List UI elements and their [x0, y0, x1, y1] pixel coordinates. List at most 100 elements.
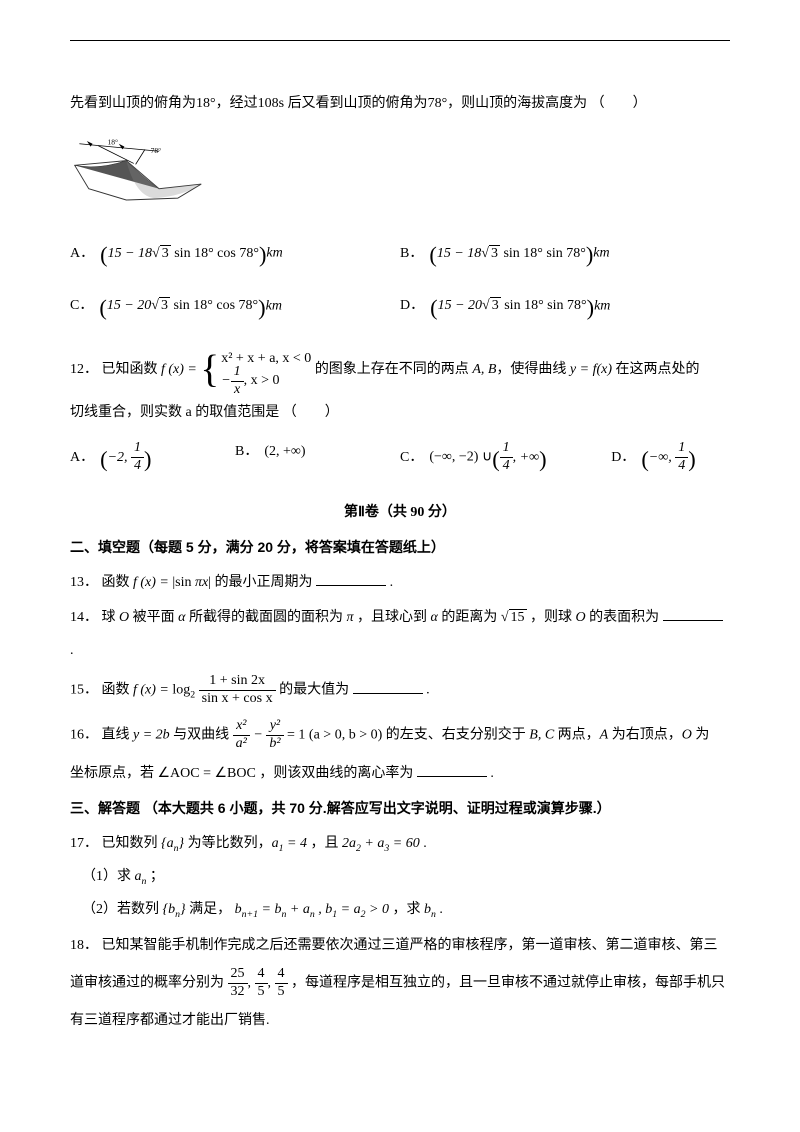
- q17-p1: （1）求 an ；: [70, 864, 730, 889]
- q17-a1: a1 = 4: [272, 836, 307, 851]
- q16-m2: 的左支、右支分别交于: [386, 728, 530, 743]
- q15-lead: 函数: [102, 683, 134, 698]
- q14-a: α: [178, 610, 185, 625]
- q18-f2n: 4: [255, 966, 268, 984]
- q16-num: 16．: [70, 728, 98, 743]
- q12c-den: 4: [500, 458, 513, 475]
- q16-l2a: 坐标原点，若: [70, 766, 158, 781]
- q18-l2a: 道审核通过的概率分别为: [70, 975, 228, 990]
- q16-punct: .: [490, 766, 494, 781]
- q17-m1: 为等比数列，: [188, 836, 272, 851]
- q15-num: 15．: [70, 683, 98, 698]
- page-top-rule: [70, 40, 730, 41]
- q12-p2r: , x > 0: [244, 372, 280, 390]
- q12-p2n: 1: [231, 364, 244, 382]
- section2-title: 第Ⅱ卷（共 90 分）: [70, 500, 730, 525]
- q12a-den: 4: [131, 458, 144, 475]
- q17-tail: .: [423, 836, 427, 851]
- q17-eq: 2a2 + a3 = 60: [342, 836, 420, 851]
- q17-bseq: {bn}: [163, 902, 186, 917]
- q11-time: 108s: [258, 96, 284, 111]
- q18-f2d: 5: [255, 984, 268, 1001]
- q15-base: 2: [190, 690, 195, 701]
- q16-O: O: [682, 728, 692, 743]
- q12d-den: 4: [675, 458, 688, 475]
- q14-sqrt: √15: [501, 605, 527, 630]
- q16-m5: 为: [695, 728, 709, 743]
- q14: 14． 球 O 被平面 α 所截得的截面圆的面积为 π ，且球心到 α 的距离为…: [70, 605, 730, 630]
- q15: 15． 函数 f (x) = log2 1 + sin 2xsin x + co…: [70, 673, 730, 708]
- q16-eq: = 1 (a > 0, b > 0): [287, 728, 382, 743]
- q12c-num: 1: [500, 440, 513, 458]
- q15-den: sin x + cos x: [199, 691, 276, 708]
- fill-header: 二、填空题（每题 5 分，满分 20 分，将答案填在答题纸上）: [70, 535, 730, 560]
- q12-curve: y = f(x): [570, 362, 612, 377]
- q14-blank: [663, 607, 723, 621]
- q12-p2l: −: [221, 372, 230, 390]
- q18-f3d: 5: [275, 984, 288, 1001]
- q11-stem: 先看到山顶的俯角为18°，经过108s 后又看到山顶的俯角为78°，则山顶的海拔…: [70, 91, 730, 116]
- q15-tail: 的最大值为: [279, 683, 349, 698]
- q18-line2: 道审核通过的概率分别为 2532, 45, 45 ，每道程序是相互独立的，且一旦…: [70, 966, 730, 1001]
- q14-m1: 被平面: [133, 610, 179, 625]
- q16-BC: B, C: [529, 728, 554, 743]
- q17-rec: bn+1 = bn + an , b1 = a2 > 0: [235, 902, 389, 917]
- q17-num: 17．: [70, 836, 98, 851]
- q12d-num: 1: [675, 440, 688, 458]
- q16-blank: [417, 763, 487, 777]
- q18-line3: 有三道程序都通过才能出厂销售.: [70, 1008, 730, 1033]
- q12-opt-a: A．(−2, 14): [70, 439, 235, 479]
- q11-opt-c: C．(15 − 20√3 sin 18° cos 78°)km: [70, 288, 400, 328]
- q14-m2: 所截得的截面圆的面积为: [189, 610, 347, 625]
- q11-t1: 先看到山顶的俯角为: [70, 96, 196, 111]
- q14-O: O: [119, 610, 129, 625]
- q12-mid2: ，使得曲线: [496, 362, 570, 377]
- q14-tail: 的表面积为: [589, 610, 659, 625]
- q17-m2: ，且: [310, 836, 342, 851]
- q11-t2: ，经过: [216, 96, 258, 111]
- q14-m4: 的距离为: [441, 610, 497, 625]
- q14-sqrt-v: 15: [509, 609, 527, 625]
- q16-lead: 直线: [102, 728, 134, 743]
- q12-mid3: 在这两点处的: [612, 362, 700, 377]
- q14-punct: .: [70, 638, 730, 663]
- solve-header: 三、解答题 （本大题共 6 小题，共 70 分.解答应写出文字说明、证明过程或演…: [70, 796, 730, 821]
- q17-p1l: （1）求: [82, 869, 135, 884]
- q12-mid: 的图象上存在不同的两点: [315, 362, 473, 377]
- q12b: (2, +∞): [264, 444, 305, 459]
- q12a-num: 1: [131, 440, 144, 458]
- q11-ang2: 78°: [428, 96, 448, 111]
- q13: 13． 函数 f (x) = |sin πx| 的最小正周期为 .: [70, 570, 730, 595]
- q11-t3: 后又看到山顶的俯角为: [284, 96, 428, 111]
- q11-opt-b: B．(15 − 18√3 sin 18° sin 78°)km: [400, 235, 730, 275]
- q17-p2m2: ，求: [392, 902, 424, 917]
- q16-fd2: b²: [266, 736, 283, 753]
- q13-num: 13．: [70, 575, 98, 590]
- q13-lead: 函数: [102, 575, 134, 590]
- q12-lead: 已知函数: [102, 362, 162, 377]
- q12-piecewise: { x² + x + a, x < 0 −1x, x > 0: [200, 348, 311, 392]
- q12-options: A．(−2, 14) B．(2, +∞) C．(−∞, −2) ∪(14, +∞…: [70, 433, 730, 485]
- q11-ang1: 18°: [196, 96, 216, 111]
- q12-opt-d: D．(−∞, 14): [611, 439, 730, 479]
- q13-fx: f (x) = |sin πx|: [133, 575, 211, 590]
- q14-pi: π: [346, 610, 353, 625]
- q14-m3: ，且球心到: [357, 610, 431, 625]
- q12c-l: (−∞, −2) ∪: [429, 450, 492, 465]
- q15-blank: [353, 680, 423, 694]
- fig-angle-18: 18°: [108, 138, 119, 147]
- q17: 17． 已知数列 {an} 为等比数列，a1 = 4 ，且 2a2 + a3 =…: [70, 831, 730, 856]
- q16-fn1: x²: [233, 718, 250, 736]
- q16-fn2: y²: [266, 718, 283, 736]
- q12-stem: 12． 已知函数 f (x) = { x² + x + a, x < 0 −1x…: [70, 348, 730, 392]
- q17-p2l: （2）若数列: [82, 902, 163, 917]
- q11-t4: ，则山顶的海拔高度为 （ ）: [447, 96, 647, 111]
- q14-a2: α: [431, 610, 438, 625]
- q17-p2t: .: [436, 902, 443, 917]
- q12-num: 12．: [70, 362, 98, 377]
- q11-options: A．(15 − 18√3 sin 18° cos 78°)km B．(15 − …: [70, 229, 730, 334]
- q16-line2: 坐标原点，若 ∠AOC = ∠BOC ，则该双曲线的离心率为 .: [70, 761, 730, 786]
- q16-hyp: x²a² − y²b²: [233, 718, 284, 753]
- q14-lead: 球: [102, 610, 120, 625]
- q12-pts: A, B: [472, 362, 496, 377]
